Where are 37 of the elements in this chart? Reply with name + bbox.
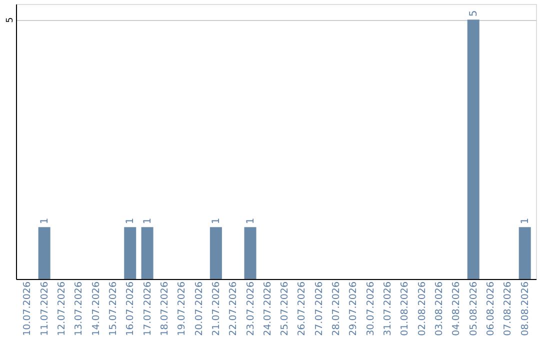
x-tick-label: 17.07.2026 bbox=[142, 282, 154, 336]
x-tick-label: 21.07.2026 bbox=[210, 282, 222, 336]
x-tick-label: 03.08.2026 bbox=[434, 282, 446, 336]
x-tick-label: 27.07.2026 bbox=[314, 282, 325, 336]
data-label: 1 bbox=[245, 218, 256, 224]
x-tick-label: 02.08.2026 bbox=[416, 282, 428, 336]
data-label: 1 bbox=[39, 218, 50, 224]
x-tick-label: 23.07.2026 bbox=[245, 282, 256, 336]
x-tick-label: 06.08.2026 bbox=[486, 282, 497, 336]
data-label: 1 bbox=[210, 218, 222, 224]
x-tick-label: 01.08.2026 bbox=[400, 282, 411, 336]
x-tick-label: 30.07.2026 bbox=[365, 282, 376, 336]
x-tick-label: 16.07.2026 bbox=[125, 282, 136, 336]
x-tick-label: 15.07.2026 bbox=[108, 282, 119, 336]
x-tick-label: 24.07.2026 bbox=[262, 282, 274, 336]
data-label: 5 bbox=[468, 10, 480, 17]
x-tick-label: 18.07.2026 bbox=[159, 282, 170, 336]
x-tick-label: 25.07.2026 bbox=[280, 282, 291, 336]
x-tick-label: 28.07.2026 bbox=[331, 282, 342, 336]
x-tick-label: 07.08.2026 bbox=[502, 282, 514, 336]
x-tick-label: 29.07.2026 bbox=[348, 282, 360, 336]
x-tick-label: 11.07.2026 bbox=[39, 282, 50, 336]
x-tick-label: 31.07.2026 bbox=[382, 282, 394, 336]
x-tick-label: 08.08.2026 bbox=[520, 282, 531, 336]
x-tick-label: 13.07.2026 bbox=[74, 282, 85, 336]
x-tick-label: 14.07.2026 bbox=[90, 282, 102, 336]
x-tick-label: 26.07.2026 bbox=[296, 282, 308, 336]
x-tick-label: 10.07.2026 bbox=[22, 282, 34, 336]
x-tick-label: 05.08.2026 bbox=[468, 282, 480, 336]
x-tick-label: 22.07.2026 bbox=[228, 282, 240, 336]
x-tick-label: 19.07.2026 bbox=[176, 282, 188, 336]
data-label: 1 bbox=[142, 218, 154, 224]
x-tick-label: 20.07.2026 bbox=[194, 282, 205, 336]
x-tick-label: 12.07.2026 bbox=[56, 282, 68, 336]
data-label: 1 bbox=[125, 218, 136, 224]
data-label: 1 bbox=[520, 218, 531, 224]
x-tick-label: 04.08.2026 bbox=[451, 282, 462, 336]
